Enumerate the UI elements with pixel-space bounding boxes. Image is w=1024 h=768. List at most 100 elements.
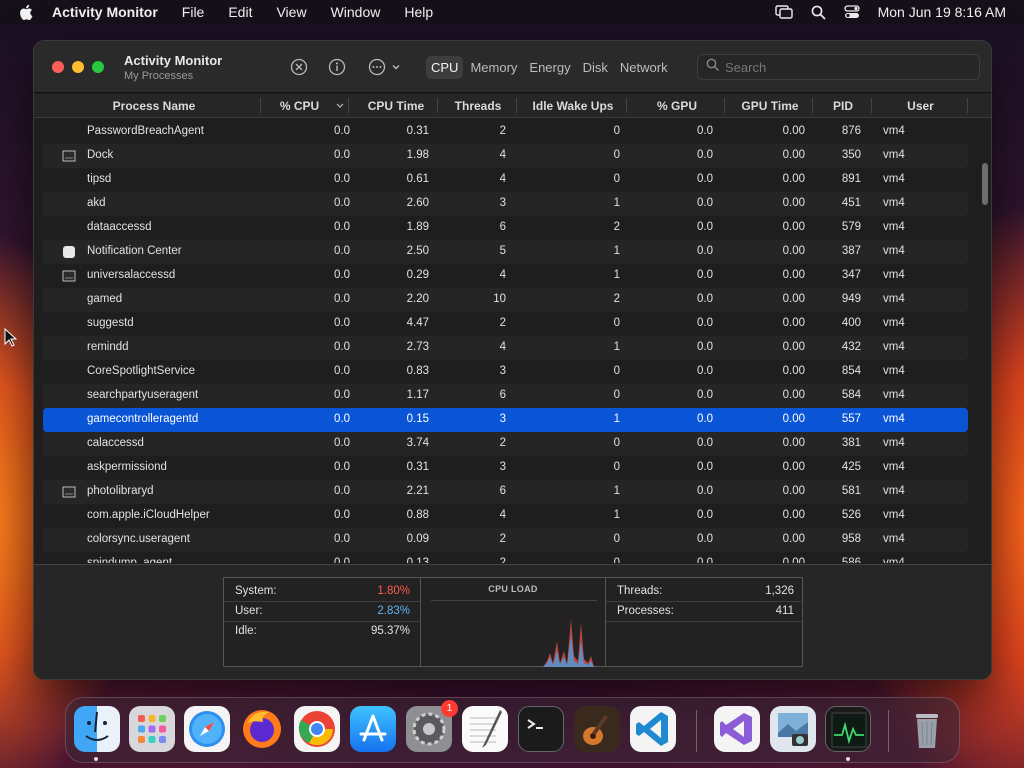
column-process-name[interactable]: Process Name bbox=[112, 99, 196, 113]
table-row[interactable]: Dock 0.0 1.98 4 0 0.0 0.00 350 vm4 bbox=[43, 144, 968, 168]
user-name: vm4 bbox=[883, 461, 905, 473]
activity-monitor-icon[interactable] bbox=[825, 706, 871, 752]
spotlight-search-icon[interactable] bbox=[811, 5, 826, 20]
info-icon[interactable] bbox=[328, 58, 346, 76]
table-row[interactable]: suggestd 0.0 4.47 2 0 0.0 0.00 400 vm4 bbox=[43, 312, 968, 336]
column-idle-wake-ups[interactable]: Idle Wake Ups bbox=[532, 99, 614, 113]
menu-file[interactable]: File bbox=[181, 4, 205, 20]
menu-bar: Activity Monitor File Edit View Window H… bbox=[0, 0, 1024, 24]
preview-icon[interactable] bbox=[770, 706, 816, 752]
gpu-percent: 0.0 bbox=[697, 245, 713, 257]
column-cpu-percent[interactable]: % CPU bbox=[279, 99, 320, 113]
app-store-icon[interactable] bbox=[350, 706, 396, 752]
table-row[interactable]: colorsync.useragent 0.0 0.09 2 0 0.0 0.00 958 vm… bbox=[43, 528, 968, 552]
screen-mirroring-icon[interactable] bbox=[774, 5, 793, 19]
column-pid[interactable]: PID bbox=[832, 99, 853, 113]
clock-datetime[interactable]: Mon Jun 19 8:16 AM bbox=[877, 4, 1006, 20]
column-user[interactable]: User bbox=[907, 99, 934, 113]
threads-count: 2 bbox=[499, 317, 506, 329]
window-subtitle[interactable]: My Processes bbox=[124, 70, 194, 82]
table-row[interactable]: com.apple.iCloudHelper 0.0 0.88 4 1 0.0 0.00 52… bbox=[43, 504, 968, 528]
tab-network[interactable]: Network bbox=[619, 59, 668, 75]
visual-studio-icon[interactable] bbox=[714, 706, 760, 752]
mouse-pointer-icon bbox=[4, 327, 18, 353]
gpu-percent: 0.0 bbox=[697, 221, 713, 233]
more-actions-icon[interactable] bbox=[368, 58, 404, 76]
idle-wake-ups: 1 bbox=[613, 341, 620, 353]
table-row[interactable]: Notification Center 0.0 2.50 5 1 0.0 0.00 387 vm… bbox=[43, 240, 968, 264]
apple-menu-icon[interactable] bbox=[18, 3, 36, 21]
process-name: com.apple.iCloudHelper bbox=[87, 509, 210, 521]
table-row[interactable]: remindd 0.0 2.73 4 1 0.0 0.00 432 vm4 bbox=[43, 336, 968, 360]
tab-memory[interactable]: Memory bbox=[470, 59, 518, 75]
process-id: 579 bbox=[841, 221, 861, 233]
menu-window[interactable]: Window bbox=[330, 4, 381, 20]
system-usage-row: System: 1.80% bbox=[224, 582, 420, 602]
table-row[interactable]: spindump_agent 0.0 0.13 2 0 0.0 0.00 586 vm4 bbox=[43, 552, 968, 563]
table-row[interactable]: dataaccessd 0.0 1.89 6 2 0.0 0.00 579 vm4 bbox=[43, 216, 968, 240]
search-input[interactable] bbox=[725, 59, 965, 75]
table-row[interactable]: PasswordBreachAgent 0.0 0.31 2 0 0.0 0.00 876 vm… bbox=[43, 120, 968, 144]
control-center-icon[interactable] bbox=[843, 5, 860, 19]
launchpad-icon[interactable] bbox=[129, 706, 175, 752]
cpu-percent: 0.0 bbox=[334, 125, 350, 137]
column-cpu-time[interactable]: CPU Time bbox=[367, 99, 425, 113]
chrome-icon[interactable] bbox=[294, 706, 340, 752]
column-threads[interactable]: Threads bbox=[454, 99, 502, 113]
table-row[interactable]: akd 0.0 2.60 3 1 0.0 0.00 451 vm4 bbox=[43, 192, 968, 216]
cpu-time: 3.74 bbox=[406, 437, 429, 449]
table-row[interactable]: gamecontrolleragentd 0.0 0.15 3 1 0.0 0.00 557 v… bbox=[43, 408, 968, 432]
finder-icon[interactable] bbox=[74, 706, 120, 752]
firefox-icon[interactable] bbox=[239, 706, 285, 752]
tab-cpu[interactable]: CPU bbox=[426, 55, 464, 79]
table-row[interactable]: gamed 0.0 2.20 10 2 0.0 0.00 949 vm4 bbox=[43, 288, 968, 312]
table-row[interactable]: universalaccessd 0.0 0.29 4 1 0.0 0.00 347 vm4 bbox=[43, 264, 968, 288]
threads-count: 4 bbox=[499, 269, 506, 281]
trash-icon[interactable] bbox=[904, 706, 950, 752]
stats-box: System: 1.80% User: 2.83% Idle: 95.37% C… bbox=[223, 577, 804, 667]
garageband-icon[interactable] bbox=[574, 706, 620, 752]
threads-count: 4 bbox=[499, 341, 506, 353]
column-divider bbox=[967, 98, 968, 113]
table-row[interactable]: searchpartyuseragent 0.0 1.17 6 0 0.0 0.00 584 v… bbox=[43, 384, 968, 408]
gpu-percent: 0.0 bbox=[697, 269, 713, 281]
zoom-window-button[interactable] bbox=[92, 61, 104, 73]
textedit-icon[interactable] bbox=[462, 706, 508, 752]
table-scrollbar[interactable] bbox=[978, 118, 991, 565]
process-id: 949 bbox=[841, 293, 861, 305]
menu-app-name[interactable]: Activity Monitor bbox=[52, 4, 158, 20]
cpu-percent: 0.0 bbox=[334, 173, 350, 185]
gpu-time: 0.00 bbox=[782, 245, 805, 257]
tab-disk[interactable]: Disk bbox=[582, 59, 608, 75]
table-row[interactable]: tipsd 0.0 0.61 4 0 0.0 0.00 891 vm4 bbox=[43, 168, 968, 192]
vscode-icon[interactable] bbox=[630, 706, 676, 752]
cpu-time: 2.73 bbox=[406, 341, 429, 353]
gpu-percent: 0.0 bbox=[697, 149, 713, 161]
menu-view[interactable]: View bbox=[276, 4, 307, 20]
table-row[interactable]: CoreSpotlightService 0.0 0.83 3 0 0.0 0.00 854 v… bbox=[43, 360, 968, 384]
stop-process-icon[interactable] bbox=[290, 58, 308, 76]
idle-wake-ups: 0 bbox=[613, 125, 620, 137]
system-settings-icon[interactable]: 1 bbox=[406, 700, 458, 752]
user-name: vm4 bbox=[883, 245, 905, 257]
terminal-icon[interactable] bbox=[518, 706, 564, 752]
menu-help[interactable]: Help bbox=[404, 4, 434, 20]
minimize-window-button[interactable] bbox=[72, 61, 84, 73]
column-gpu-percent[interactable]: % GPU bbox=[656, 99, 697, 113]
menu-edit[interactable]: Edit bbox=[228, 4, 253, 20]
table-row[interactable]: calaccessd 0.0 3.74 2 0 0.0 0.00 381 vm4 bbox=[43, 432, 968, 456]
process-id: 387 bbox=[841, 245, 861, 257]
column-gpu-time[interactable]: GPU Time bbox=[741, 99, 799, 113]
table-row[interactable]: askpermissiond 0.0 0.31 3 0 0.0 0.00 425 vm4 bbox=[43, 456, 968, 480]
gpu-percent: 0.0 bbox=[697, 509, 713, 521]
cpu-usage-summary: System: 1.80% User: 2.83% Idle: 95.37% bbox=[224, 578, 421, 666]
close-window-button[interactable] bbox=[52, 61, 64, 73]
tab-energy[interactable]: Energy bbox=[529, 59, 571, 75]
safari-icon[interactable] bbox=[184, 706, 230, 752]
scrollbar-thumb[interactable] bbox=[982, 163, 988, 205]
table-row[interactable]: photolibraryd 0.0 2.21 6 1 0.0 0.00 581 vm4 bbox=[43, 480, 968, 504]
process-name: remindd bbox=[87, 341, 129, 353]
search-field[interactable] bbox=[697, 54, 980, 80]
idle-wake-ups: 2 bbox=[613, 221, 620, 233]
threads-count: 3 bbox=[499, 461, 506, 473]
